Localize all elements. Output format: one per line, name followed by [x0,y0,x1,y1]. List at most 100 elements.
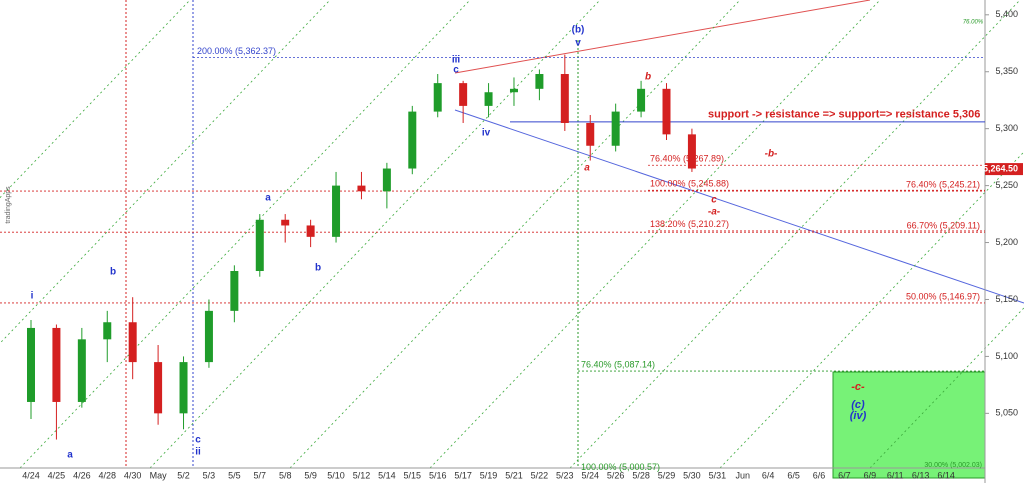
x-tick-label: 4/26 [73,470,91,480]
candle-body [77,339,86,402]
x-tick-label: 5/8 [279,470,292,480]
candle-body [611,111,620,146]
wave-label: a [67,450,73,461]
x-tick-label: 6/4 [762,470,775,480]
candle-body [281,219,290,226]
fan-line [19,0,471,469]
watermark: tradingApps [5,186,12,224]
y-tick-label: 5,400 [995,9,1018,19]
y-tick-label: 5,050 [995,408,1018,418]
wave-label: c [453,65,459,76]
x-tick-label: 5/14 [378,470,396,480]
x-tick-label: 5/19 [480,470,498,480]
wave-label: iv [482,128,491,139]
level-label: 50.00% (5,146.97) [906,291,980,301]
candle-body [306,225,315,237]
x-tick-label: 5/24 [581,470,599,480]
candle-body [560,74,569,123]
candle-body [586,122,595,146]
x-tick-label: 6/7 [838,470,851,480]
wave-label: 76.00% [963,20,984,26]
wave-label: iii [452,55,461,66]
candle-body [230,271,239,311]
level-label: 200.00% (5,362.37) [197,46,276,56]
x-tick-label: 4/30 [124,470,142,480]
y-tick-label: 5,350 [995,66,1018,76]
wave-label: v [575,38,581,49]
wave-label: b [645,72,651,83]
trend-line [454,0,871,74]
level-label: 138.20% (5,210.27) [650,219,729,229]
level-label: 100.00% (5,000.57) [581,462,660,472]
x-tick-label: 6/9 [864,470,877,480]
x-tick-label: 6/5 [787,470,800,480]
wave-label: (b) [572,25,585,36]
wave-label: c [711,195,717,206]
wave-label: b [315,263,321,274]
level-label: 66.70% (5,209.11) [907,221,980,231]
candle-body [637,88,646,112]
candle-body [535,74,544,89]
candle-body [332,185,341,237]
candle-body [154,362,163,414]
x-tick-label: 5/21 [505,470,523,480]
x-tick-label: 5/28 [632,470,650,480]
candle-body [179,362,188,414]
wave-label: -c- [851,381,865,393]
x-tick-label: 5/10 [327,470,345,480]
candle-body [433,83,442,112]
x-tick-label: 4/25 [48,470,66,480]
candle-body [459,83,468,106]
level-label: 100.00% (5,245.88) [650,179,729,189]
level-label: 76.40% (5,245.21) [906,179,980,189]
last-price-label: 5,264.50 [983,163,1018,173]
x-tick-label: 6/6 [813,470,826,480]
candle-body [103,322,112,340]
candle-body [27,327,35,402]
wave-label: a [265,193,271,204]
x-tick-label: Jun [736,470,751,480]
y-tick-label: 5,150 [995,294,1018,304]
level-label: 76.40% (5,267.89) [650,154,724,164]
x-tick-label: 5/5 [228,470,241,480]
x-tick-label: 5/29 [658,470,676,480]
candle-body [52,327,61,402]
x-tick-label: 5/9 [304,470,317,480]
candle-body [382,168,391,192]
candle-body [509,88,518,93]
x-tick-label: 5/26 [607,470,625,480]
level-label: 30.00% (5,002.03) [924,462,982,469]
candle-body [357,185,366,192]
y-tick-label: 5,100 [995,351,1018,361]
x-tick-label: 6/14 [937,470,955,480]
x-tick-label: 5/22 [531,470,549,480]
wave-label: -b- [765,149,778,160]
fan-line [289,0,741,469]
wave-label: (iv) [850,410,867,422]
x-tick-label: 4/24 [22,470,40,480]
x-tick-label: 6/11 [887,470,904,480]
candle-body [662,88,671,135]
x-tick-label: 5/15 [404,470,422,480]
wave-label: i [31,291,34,302]
x-tick-label: 5/12 [353,470,371,480]
candle-body [204,310,213,363]
candle-body [255,219,264,272]
x-tick-label: 5/17 [454,470,472,480]
wave-label: a [584,163,590,174]
x-tick-label: 5/16 [429,470,447,480]
x-tick-label: 4/28 [98,470,116,480]
y-tick-label: 5,300 [995,123,1018,133]
x-tick-label: 5/7 [254,470,267,480]
x-tick-label: 6/13 [912,470,930,480]
candle-body [128,322,137,363]
candle-body [687,134,696,169]
fan-line [569,0,1021,469]
candle-body [408,111,417,169]
x-tick-label: 5/23 [556,470,574,480]
x-tick-label: 5/3 [203,470,216,480]
last-price-box [985,163,1023,176]
x-tick-label: 5/2 [177,470,190,480]
